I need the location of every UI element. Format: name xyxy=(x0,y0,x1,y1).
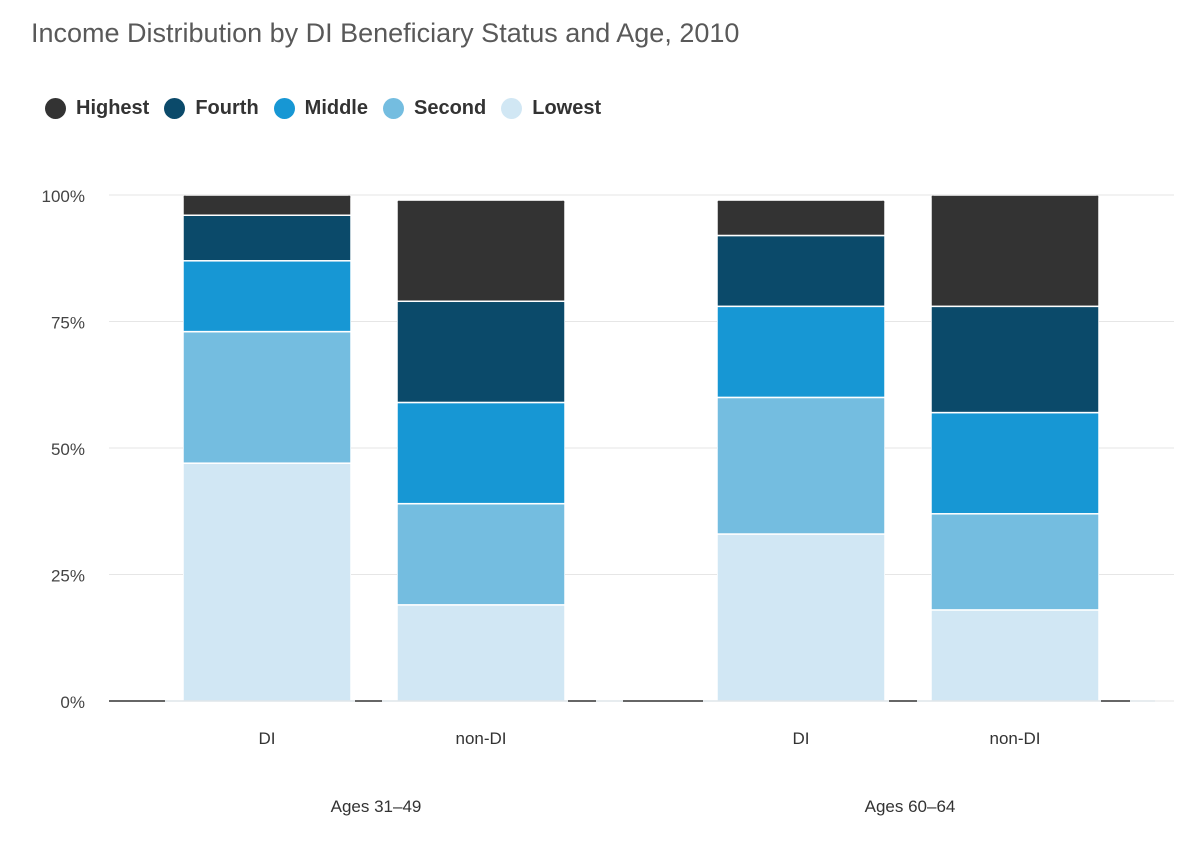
legend-label: Second xyxy=(414,97,487,119)
group-label: Ages 31–49 xyxy=(331,797,422,816)
bar-segment-middle xyxy=(931,411,1099,515)
x-tick-label: DI xyxy=(259,729,276,748)
bar-segment-lowest xyxy=(397,604,565,702)
legend-marker xyxy=(164,98,186,119)
bar-segment-lowest xyxy=(717,533,885,702)
y-tick-label: 0% xyxy=(60,693,85,712)
bar-segment-fourth xyxy=(183,214,351,262)
legend-item-lowest[interactable]: Lowest xyxy=(501,97,601,120)
legend-item-highest[interactable]: Highest xyxy=(45,97,149,120)
bar-segment-highest xyxy=(397,200,565,303)
bar-segment-middle xyxy=(717,305,885,399)
legend-label: Fourth xyxy=(195,97,259,119)
bar-segment-second xyxy=(931,513,1099,611)
bar-segment-second xyxy=(397,502,565,606)
legend-item-second[interactable]: Second xyxy=(383,97,486,120)
legend-item-fourth[interactable]: Fourth xyxy=(164,97,259,120)
y-tick-label: 75% xyxy=(51,314,85,333)
legend-marker xyxy=(273,98,295,119)
legend-marker xyxy=(45,98,66,119)
legend-label: Middle xyxy=(304,97,368,119)
y-tick-label: 50% xyxy=(51,440,85,459)
bar-segment-fourth xyxy=(397,300,565,404)
bar-segment-middle xyxy=(183,260,351,333)
bar-segment-highest xyxy=(183,195,351,216)
bar-segment-middle xyxy=(397,401,565,505)
chart-legend: Highest Fourth Middle Second Lowest xyxy=(45,97,616,120)
group-label: Ages 60–64 xyxy=(865,797,956,816)
legend-marker xyxy=(383,98,404,119)
bar-segment-fourth xyxy=(717,234,885,308)
x-tick-label: non-DI xyxy=(455,729,506,748)
x-tick-label: DI xyxy=(793,729,810,748)
legend-item-middle[interactable]: Middle xyxy=(273,97,368,120)
legend-marker xyxy=(501,98,523,119)
bar-segment-fourth xyxy=(931,305,1099,414)
bar-segment-lowest xyxy=(183,462,351,702)
bar-segment-second xyxy=(183,330,351,464)
bar-segment-highest xyxy=(931,195,1099,308)
legend-label: Highest xyxy=(76,97,150,119)
y-tick-label: 25% xyxy=(51,567,85,586)
bar-segment-lowest xyxy=(931,609,1099,702)
x-tick-label: non-DI xyxy=(989,729,1040,748)
legend-label: Lowest xyxy=(532,97,602,119)
y-tick-label: 100% xyxy=(42,187,85,206)
bar-segment-second xyxy=(717,396,885,535)
bar-segment-highest xyxy=(717,200,885,237)
chart-title: Income Distribution by DI Beneficiary St… xyxy=(31,18,740,48)
